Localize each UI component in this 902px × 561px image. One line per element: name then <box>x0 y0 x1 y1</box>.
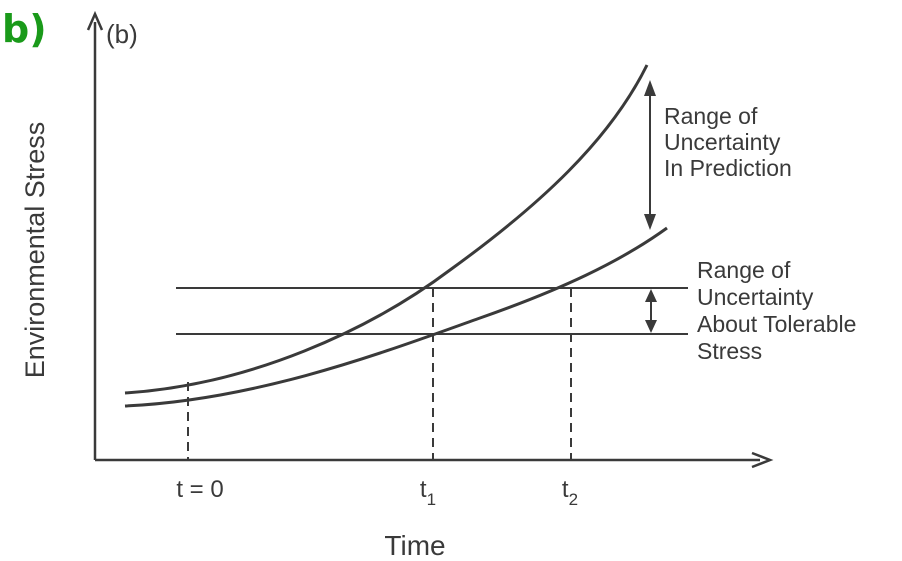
prediction-annotation-line-1: Range of <box>664 103 758 129</box>
tolerable-annotation-line-4: Stress <box>697 338 762 364</box>
tolerable-arrow-head-top <box>645 289 657 302</box>
y-axis-label: Environmental Stress <box>20 122 50 379</box>
upper-stress-curve <box>124 64 649 395</box>
prediction-annotation: Range of Uncertainty In Prediction <box>664 103 792 181</box>
tick-label-t1-subscript: 1 <box>427 490 436 509</box>
tick-label-t2-base: t <box>562 476 569 503</box>
panel-letter: b) <box>2 7 47 51</box>
tick-label-t1-base: t <box>420 476 427 503</box>
tolerable-arrow-head-bottom <box>645 320 657 333</box>
prediction-annotation-line-3: In Prediction <box>664 155 792 181</box>
panel-label: (b) <box>106 19 138 49</box>
tick-label-t0: t = 0 <box>176 476 223 503</box>
prediction-annotation-line-2: Uncertainty <box>664 129 781 155</box>
tolerable-annotation: Range of Uncertainty About Tolerable Str… <box>697 257 863 364</box>
tolerable-annotation-line-3: About Tolerable <box>697 311 856 337</box>
lower-stress-curve <box>124 226 668 408</box>
prediction-arrow-head-top <box>644 80 656 96</box>
tick-label-t2-subscript: 2 <box>569 490 578 509</box>
tick-label-t2: t2 <box>562 476 578 509</box>
tolerable-annotation-line-2: Uncertainty <box>697 284 814 310</box>
tolerable-annotation-line-1: Range of <box>697 257 791 283</box>
x-axis-label: Time <box>384 530 445 561</box>
x-axis-arrowhead <box>751 451 774 469</box>
y-axis-arrowhead <box>86 10 104 31</box>
prediction-arrow-head-bottom <box>644 214 656 230</box>
tick-label-t1: t1 <box>420 476 436 509</box>
